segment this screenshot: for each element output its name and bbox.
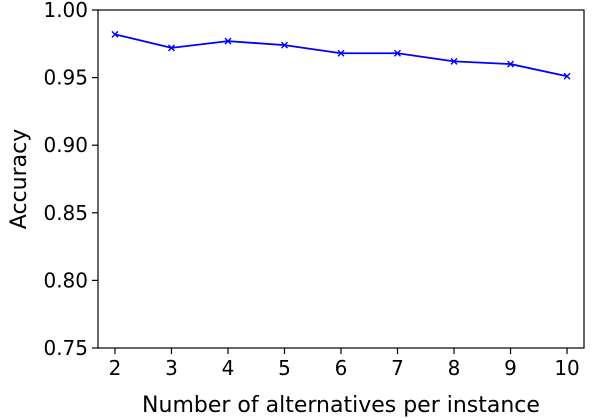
series-line [114,33,568,78]
y-tick-label: 0.95 [43,66,88,90]
x-tick-label: 5 [278,356,291,380]
data-point-marker [337,49,345,57]
y-axis-label: Accuracy [7,129,32,229]
y-tick-label: 0.85 [43,201,88,225]
x-axis-label: Number of alternatives per instance [142,393,540,418]
x-tick-label: 9 [504,356,517,380]
x-tick-label: 2 [109,356,122,380]
y-axis: 0.75 0.80 0.85 0.90 0.95 1.00 [43,0,98,360]
x-tick-label: 4 [222,356,235,380]
data-point-marker [394,49,402,57]
data-point-marker [167,44,175,52]
y-tick-label: 0.90 [43,133,88,157]
y-tick-label: 1.00 [43,0,88,22]
data-point-marker [111,30,119,38]
x-tick-label: 7 [391,356,404,380]
data-point-marker [224,37,232,45]
x-tick-label: 10 [554,356,579,380]
y-tick-label: 0.80 [43,268,88,292]
y-tick-label: 0.75 [43,336,88,360]
data-point-marker [563,72,571,80]
x-axis: 2 3 4 5 6 7 8 9 10 [109,348,580,380]
plot-frame [97,9,585,349]
x-tick-label: 8 [448,356,461,380]
x-tick-label: 6 [335,356,348,380]
data-point-marker [450,57,458,65]
x-tick-label: 3 [165,356,178,380]
plot-area [111,30,571,80]
data-point-marker [280,41,288,49]
data-point-marker [507,60,515,68]
